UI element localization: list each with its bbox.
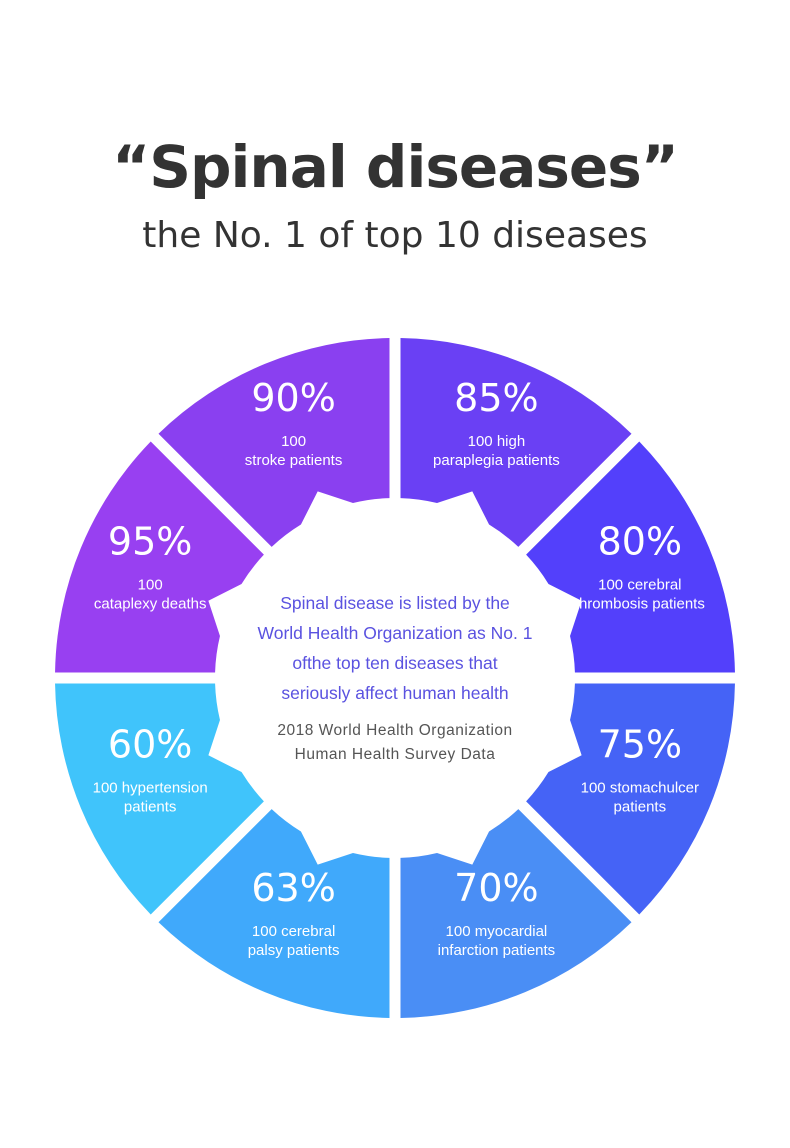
- segment-caption: 100 stomachulcer: [581, 779, 699, 796]
- segment-percentage: 70%: [454, 866, 538, 910]
- center-line: Spinal disease is listed by the: [280, 593, 510, 613]
- ring-segment: [55, 683, 264, 915]
- center-line: ofthe top ten diseases that: [292, 653, 498, 673]
- ring-segment: [526, 683, 735, 915]
- segment-caption: patients: [124, 798, 177, 815]
- segment-caption: palsy patients: [248, 942, 340, 959]
- segment-percentage: 75%: [598, 722, 682, 766]
- ring-segment: [158, 338, 390, 547]
- segment-caption: paraplegia patients: [433, 452, 560, 469]
- segment-caption: 100: [138, 577, 163, 594]
- ring-segment: [400, 809, 632, 1018]
- source-line: 2018 World Health Organization: [277, 722, 513, 739]
- segment-caption: infarction patients: [438, 942, 556, 959]
- center-line: World Health Organization as No. 1: [257, 623, 533, 643]
- page-subtitle: the No. 1 of top 10 diseases: [142, 215, 648, 256]
- segment-caption: 100: [281, 433, 306, 450]
- center-line: seriously affect human health: [281, 683, 509, 703]
- source-note: 2018 World Health Organization Human Hea…: [220, 719, 570, 767]
- ring-segment: [158, 809, 390, 1018]
- source-line: Human Health Survey Data: [294, 746, 496, 763]
- segment-percentage: 95%: [108, 520, 192, 564]
- ring-segment: [526, 441, 735, 673]
- segment-caption: patients: [614, 798, 667, 815]
- segment-caption: 100 myocardial: [446, 923, 548, 940]
- segment-caption: cataplexy deaths: [94, 596, 207, 613]
- page-title: “Spinal diseases”: [112, 133, 679, 201]
- segment-caption: 100 hypertension: [93, 779, 208, 796]
- segment-caption: stroke patients: [245, 452, 343, 469]
- segment-percentage: 85%: [454, 376, 538, 420]
- segment-caption: 100 cerebral: [598, 577, 681, 594]
- segment-percentage: 80%: [598, 520, 682, 564]
- center-info: Spinal disease is listed by the World He…: [220, 588, 570, 767]
- segment-caption: 100 high: [468, 433, 526, 450]
- ring-segment: [400, 338, 632, 547]
- segment-caption: 100 cerebral: [252, 923, 335, 940]
- segment-percentage: 60%: [108, 722, 192, 766]
- ring-segment: [55, 441, 264, 673]
- segment-percentage: 90%: [251, 376, 335, 420]
- segment-caption: thrombosis patients: [575, 596, 705, 613]
- segment-percentage: 63%: [251, 866, 335, 910]
